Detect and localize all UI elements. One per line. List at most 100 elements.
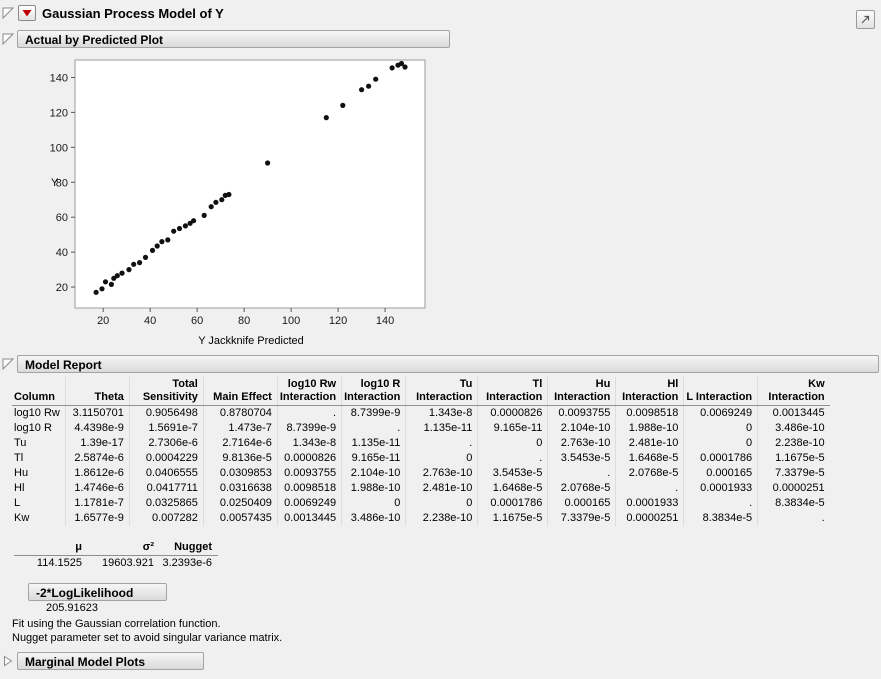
table-cell: 2.104e-10 — [547, 421, 616, 436]
actual-by-predicted-plot: 20 40 60 80 100 120 140 20 40 60 80 100 120 140 Y Y J… — [29, 52, 449, 349]
table-cell: 0 — [683, 436, 758, 451]
table-cell: 0.0057435 — [202, 511, 278, 526]
table-cell: 2.763e-10 — [405, 466, 478, 481]
scatter-point — [373, 76, 379, 82]
table-cell: 2.5874e-6 — [64, 451, 130, 466]
footnote-correlation-function: Fit using the Gaussian correlation funct… — [12, 618, 221, 630]
table-cell: 1.1675e-5 — [757, 451, 830, 466]
actual-by-predicted-header-row: Actual by Predicted Plot — [2, 30, 881, 48]
scatter-point — [340, 102, 346, 108]
table-cell: 3.486e-10 — [341, 511, 406, 526]
disclosure-open-icon[interactable] — [2, 7, 14, 19]
scatter-plot-canvas[interactable]: 20 40 60 80 100 120 140 20 40 60 80 100 120 140 — [29, 52, 441, 330]
table-cell: 3.5453e-5 — [477, 466, 548, 481]
table-cell: 1.135e-11 — [405, 421, 478, 436]
scatter-point — [265, 160, 271, 166]
row-label: Hl — [14, 482, 25, 494]
column-header: log10 R Interaction — [341, 377, 406, 406]
table-cell: 4.4398e-9 — [64, 421, 130, 436]
table-cell: 0 — [405, 451, 478, 466]
table-cell: . — [405, 436, 478, 451]
x-tick-label: 140 — [376, 315, 394, 327]
y-tick-label: 20 — [56, 282, 68, 294]
table-cell: 2.104e-10 — [341, 466, 406, 481]
table-row: Tl 2.5874e-6 0.0004229 9.8136e-5 0.0000826 9.… — [12, 451, 830, 466]
table-cell: 8.7399e-9 — [276, 421, 342, 436]
nugget-header: Nugget — [160, 540, 218, 556]
x-tick-label: 60 — [191, 315, 203, 327]
table-cell: 0.0000826 — [477, 405, 548, 421]
table-cell: 0.0250409 — [202, 496, 278, 511]
table-cell: 0.0000251 — [615, 511, 684, 526]
table-cell: 3.5453e-5 — [547, 451, 616, 466]
table-cell: 2.238e-10 — [757, 436, 830, 451]
table-cell: 1.6468e-5 — [615, 451, 684, 466]
window-control-button[interactable] — [856, 10, 875, 29]
x-tick-label: 120 — [329, 315, 347, 327]
column-header: L Interaction — [683, 377, 758, 406]
x-tick-label: 80 — [238, 315, 250, 327]
table-cell: 0 — [683, 421, 758, 436]
table-cell: 0.007282 — [128, 511, 204, 526]
column-header: Theta — [64, 377, 130, 406]
table-cell: 1.343e-8 — [276, 436, 342, 451]
table-cell: 0.0069249 — [276, 496, 342, 511]
table-cell: . — [757, 511, 830, 526]
table-cell: 0.000165 — [547, 496, 616, 511]
column-header: Hu Interaction — [547, 377, 616, 406]
x-tick-label: 100 — [282, 315, 300, 327]
neg2loglikelihood-value: 205.91623 — [46, 602, 98, 614]
red-triangle-menu-button[interactable] — [18, 5, 36, 21]
table-cell: . — [341, 421, 406, 436]
column-header: Total Sensitivity — [128, 377, 204, 406]
table-cell: 1.343e-8 — [405, 405, 478, 421]
scatter-point — [126, 267, 132, 273]
scatter-point — [131, 261, 137, 267]
row-label: log10 R — [14, 422, 52, 434]
scatter-point — [398, 60, 405, 67]
loglikelihood-header-row: -2*LogLikelihood — [28, 583, 881, 601]
scatter-point — [201, 212, 207, 218]
scatter-point — [191, 218, 197, 224]
section-header-neg2loglikelihood[interactable]: -2*LogLikelihood — [28, 583, 167, 601]
sigma2-value: 19603.921 — [102, 557, 154, 569]
column-header: Tl Interaction — [477, 377, 548, 406]
disclosure-open-icon[interactable] — [2, 358, 14, 370]
report-title-row: Gaussian Process Model of Y — [2, 5, 881, 21]
table-cell: . — [615, 481, 684, 496]
x-tick-label: 20 — [97, 315, 109, 327]
section-header-model-report[interactable]: Model Report — [17, 355, 879, 373]
table-cell: . — [683, 496, 758, 511]
table-cell: 1.135e-11 — [341, 436, 406, 451]
section-header-marginal-model-plots[interactable]: Marginal Model Plots — [17, 652, 204, 670]
table-cell: 0 — [477, 436, 548, 451]
y-tick-label: 120 — [50, 107, 68, 119]
scatter-point — [171, 228, 177, 234]
table-cell: . — [547, 466, 616, 481]
table-cell: 3.1150701 — [64, 405, 130, 421]
table-row: L 1.1781e-7 0.0325865 0.0250409 0.0069249 0 0 0… — [12, 496, 830, 511]
scatter-point — [213, 199, 219, 205]
table-cell: 1.988e-10 — [341, 481, 406, 496]
disclosure-collapsed-icon[interactable] — [2, 655, 14, 667]
red-triangle-icon — [22, 10, 32, 17]
table-cell: 0.8780704 — [202, 405, 278, 421]
scatter-point — [99, 286, 105, 292]
table-cell: 0.0098518 — [615, 405, 684, 421]
scatter-point — [359, 87, 365, 93]
section-header-actual-by-predicted[interactable]: Actual by Predicted Plot — [17, 30, 450, 48]
table-cell: 1.6468e-5 — [477, 481, 548, 496]
report-footnotes: Fit using the Gaussian correlation funct… — [12, 617, 881, 645]
diagonal-arrow-icon — [861, 15, 870, 24]
x-tick-label: 40 — [144, 315, 156, 327]
table-cell: 1.8612e-6 — [64, 466, 130, 481]
scatter-point — [366, 83, 372, 89]
scatter-point — [102, 279, 109, 285]
y-tick-label: 40 — [56, 247, 68, 259]
table-cell: 0.0098518 — [276, 481, 342, 496]
y-tick-label: 60 — [56, 212, 68, 224]
scatter-point — [142, 254, 149, 260]
disclosure-open-icon[interactable] — [2, 33, 14, 45]
row-label: L — [14, 497, 21, 509]
column-header: Kw Interaction — [757, 377, 830, 406]
